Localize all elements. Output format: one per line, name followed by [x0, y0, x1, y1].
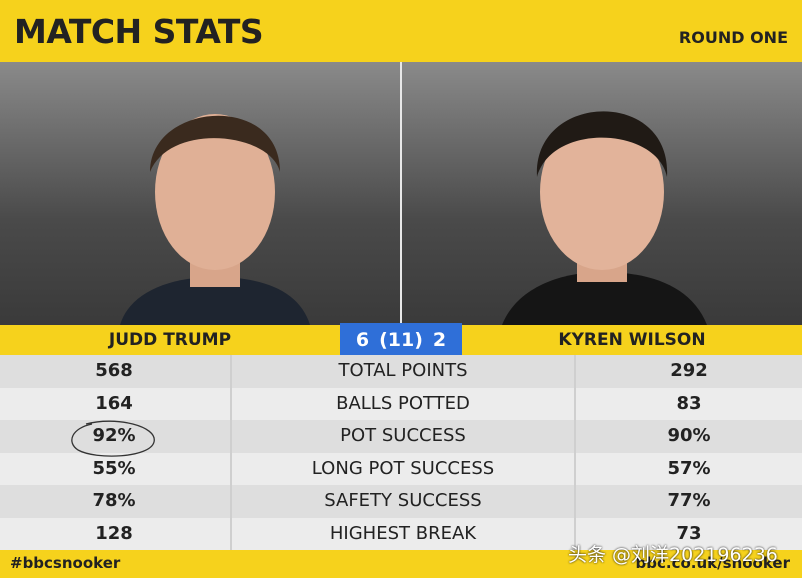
- right-value: 73: [676, 522, 702, 544]
- right-value: 77%: [667, 490, 711, 511]
- footer-hashtag: #bbcsnooker: [10, 554, 121, 572]
- circle-annotation: [71, 420, 155, 457]
- score: 6 (11) 2: [340, 323, 462, 356]
- footer-bar: [0, 550, 802, 578]
- left-value: 55%: [92, 457, 136, 479]
- right-value: 83: [676, 392, 702, 414]
- stat-label: LONG POT SUCCESS: [230, 452, 576, 485]
- player-photo: [0, 62, 400, 325]
- stat-label: BALLS POTTED: [230, 387, 576, 420]
- player-photo: [402, 62, 802, 325]
- watermark: 头条 @刘洋202196236: [568, 544, 778, 566]
- stat-row: 164 BALLS POTTED 83: [0, 387, 802, 420]
- round: ROUND ONE: [678, 28, 788, 47]
- left-value: 568: [95, 360, 133, 381]
- right-value: 90%: [667, 425, 711, 446]
- right-value: 57%: [667, 457, 711, 479]
- stat-row: 568 TOTAL POINTS 292: [0, 355, 802, 388]
- stat-label: HIGHEST BREAK: [230, 517, 576, 550]
- score-right: 2: [432, 328, 447, 351]
- stat-label: TOTAL POINTS: [230, 355, 576, 388]
- title: MATCH STATS: [14, 12, 264, 51]
- stat-label: POT SUCCESS: [230, 420, 576, 453]
- footer-url: bbc.co.uk/snooker: [635, 554, 790, 572]
- left-value: 128: [95, 522, 133, 544]
- score-left: 6: [355, 328, 370, 351]
- stat-row: 92% POT SUCCESS 90%: [0, 420, 802, 453]
- left-value: 92%: [92, 425, 136, 446]
- player-name: KYREN WILSON: [558, 330, 706, 350]
- portrait: [120, 114, 310, 325]
- stat-row: 55% LONG POT SUCCESS 57%: [0, 452, 802, 485]
- portrait: [502, 111, 707, 325]
- player-name: JUDD TRUMP: [108, 330, 232, 350]
- stat-row: 78% SAFETY SUCCESS 77%: [0, 485, 802, 518]
- left-value: 78%: [92, 490, 136, 511]
- left-value: 164: [95, 392, 133, 414]
- stat-row: 128 HIGHEST BREAK 73: [0, 517, 802, 550]
- right-value: 292: [670, 360, 708, 381]
- stat-label: SAFETY SUCCESS: [230, 485, 576, 518]
- header-bar: [0, 0, 802, 62]
- frames: (11): [379, 328, 423, 351]
